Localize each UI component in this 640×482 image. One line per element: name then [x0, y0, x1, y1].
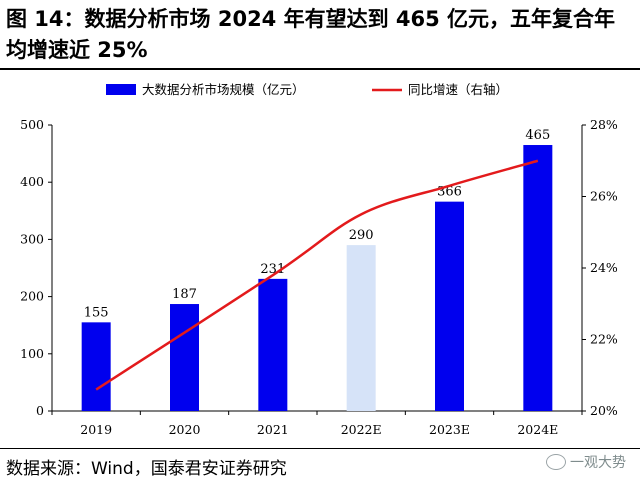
bar-series: [81, 145, 553, 411]
y-right-tick-label: 26%: [590, 189, 618, 204]
x-tick-label: 2023E: [429, 422, 470, 437]
combo-chart: 大数据分析市场规模（亿元） 同比增速（右轴） 0 100 200 300 400 500 20…: [20, 82, 618, 437]
x-tick-label: 2021: [257, 422, 289, 437]
y-left-tick-label: 300: [20, 231, 44, 246]
y-right-tick-label: 20%: [590, 403, 618, 418]
x-tick-label: 2024E: [517, 422, 558, 437]
bottom-rule: [0, 448, 640, 449]
y-left-tick-label: 200: [20, 289, 44, 304]
bar-data-label: 155: [84, 305, 109, 320]
legend-label-line: 同比增速（右轴）: [408, 82, 508, 97]
legend: 大数据分析市场规模（亿元） 同比增速（右轴）: [106, 82, 508, 97]
bar-data-label: 231: [260, 262, 285, 277]
y-left-tick-label: 400: [20, 174, 44, 189]
watermark: 一观大势: [546, 452, 626, 472]
y-right-tick-label: 28%: [590, 117, 618, 132]
chart-title: 图 14：数据分析市场 2024 年有望达到 465 亿元，五年复合年均增速近 …: [6, 7, 616, 62]
axes: 0 100 200 300 400 500 20% 22% 24% 26% 28% 2019 2020 2…: [20, 117, 618, 437]
bar-data-label: 187: [172, 287, 197, 302]
bar: [81, 322, 111, 411]
bar: [346, 245, 376, 411]
bar-data-label: 290: [349, 228, 374, 243]
legend-swatch-bar: [106, 84, 136, 95]
bar: [435, 201, 464, 411]
x-tick-label: 2020: [169, 422, 201, 437]
y-left-tick-label: 500: [20, 117, 44, 132]
top-rule: [0, 68, 640, 70]
line-series: [95, 159, 539, 391]
y-left-tick-label: 0: [36, 403, 44, 418]
x-tick-label: 2022E: [341, 422, 382, 437]
legend-label-bar: 大数据分析市场规模（亿元）: [142, 82, 305, 97]
bar-data-label: 465: [525, 128, 550, 143]
bar: [258, 278, 288, 411]
bar: [523, 145, 553, 411]
source-note: 数据来源：Wind，国泰君安证券研究: [6, 459, 287, 479]
bar: [170, 304, 199, 411]
x-tick-label: 2019: [80, 422, 112, 437]
y-left-tick-label: 100: [20, 346, 44, 361]
wechat-icon: [546, 454, 566, 470]
y-right-tick-label: 24%: [590, 260, 618, 275]
y-right-tick-label: 22%: [590, 332, 618, 347]
growth-rate-line: [95, 159, 539, 391]
watermark-text: 一观大势: [570, 455, 626, 471]
